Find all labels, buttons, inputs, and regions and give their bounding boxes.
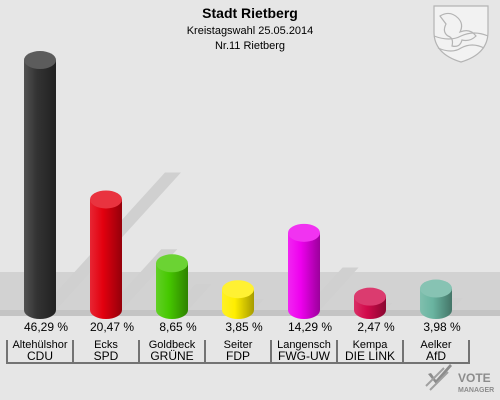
checkmark-icon bbox=[425, 364, 452, 391]
bar-top bbox=[222, 280, 254, 299]
party-label: AfD bbox=[426, 349, 446, 363]
bar-top bbox=[156, 254, 188, 273]
bar-fwg-uw bbox=[288, 232, 320, 319]
value-label: 46,29 % bbox=[24, 320, 68, 334]
candidate-label: Seiter bbox=[224, 339, 253, 351]
candidate-label: Langensch bbox=[277, 339, 331, 351]
value-label: 3,98 % bbox=[423, 320, 461, 334]
watermark-vote: VOTE bbox=[458, 371, 491, 385]
coat-of-arms-icon bbox=[433, 5, 489, 63]
candidate-label: Altehülshor bbox=[12, 339, 67, 351]
bar-spd bbox=[90, 199, 122, 319]
bar-top bbox=[288, 223, 320, 242]
bar-gr-ne bbox=[156, 263, 188, 319]
candidate-label: Goldbeck bbox=[149, 339, 196, 351]
value-label: 8,65 % bbox=[159, 320, 197, 334]
chart-title: Stadt Rietberg bbox=[202, 5, 298, 21]
vote-manager-logo: VOTE MANAGER bbox=[425, 364, 494, 394]
bar-top bbox=[354, 287, 386, 306]
bar-top bbox=[24, 51, 56, 70]
value-label: 3,85 % bbox=[225, 320, 263, 334]
bar-top bbox=[90, 190, 122, 209]
chart-subtitle: Kreistagswahl 25.05.2014 bbox=[187, 25, 314, 37]
party-label: SPD bbox=[94, 349, 119, 363]
party-label: FDP bbox=[226, 349, 250, 363]
value-label: 2,47 % bbox=[357, 320, 395, 334]
watermark-manager: MANAGER bbox=[458, 387, 494, 394]
chart-subtitle-2: Nr.11 Rietberg bbox=[215, 40, 285, 52]
bar-top bbox=[420, 279, 452, 298]
party-label: CDU bbox=[27, 349, 53, 363]
party-label: DIE LINK bbox=[345, 349, 395, 363]
candidate-label: Aelker bbox=[420, 339, 452, 351]
candidate-label: Ecks bbox=[94, 339, 118, 351]
value-label: 14,29 % bbox=[288, 320, 332, 334]
candidate-label: Kempa bbox=[353, 339, 389, 351]
party-label: GRÜNE bbox=[150, 349, 193, 363]
party-label: FWG-UW bbox=[278, 349, 331, 363]
bar-cdu bbox=[24, 60, 56, 320]
value-label: 20,47 % bbox=[90, 320, 134, 334]
